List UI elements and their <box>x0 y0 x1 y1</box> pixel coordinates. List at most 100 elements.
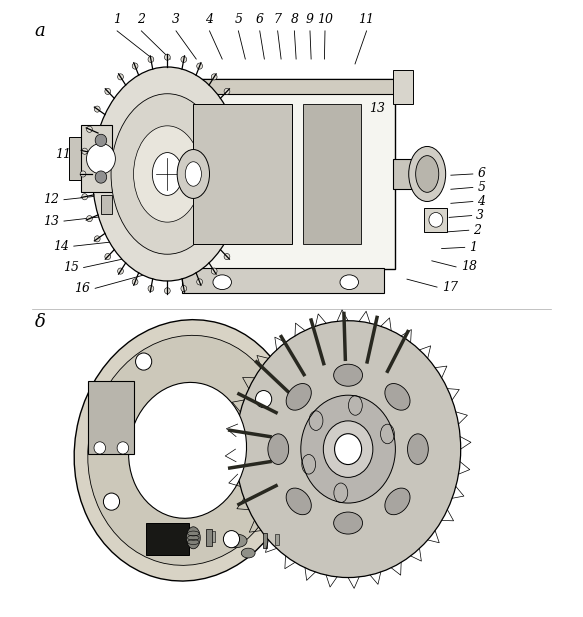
Ellipse shape <box>148 286 154 292</box>
Ellipse shape <box>213 275 231 289</box>
FancyBboxPatch shape <box>262 533 267 548</box>
Text: 2: 2 <box>473 224 482 237</box>
Ellipse shape <box>409 146 445 202</box>
Ellipse shape <box>181 286 187 292</box>
Ellipse shape <box>340 275 359 289</box>
Text: 18: 18 <box>461 260 477 273</box>
FancyBboxPatch shape <box>424 207 447 232</box>
Ellipse shape <box>416 155 439 193</box>
Text: 8: 8 <box>152 134 160 147</box>
Ellipse shape <box>92 67 243 281</box>
FancyBboxPatch shape <box>303 104 361 244</box>
Text: a: a <box>34 22 45 40</box>
Ellipse shape <box>241 548 255 558</box>
Text: 13: 13 <box>369 102 385 115</box>
Ellipse shape <box>255 391 272 408</box>
Text: 6: 6 <box>477 167 486 181</box>
Text: 9: 9 <box>138 134 146 147</box>
Ellipse shape <box>224 254 230 260</box>
Text: 15: 15 <box>63 261 79 274</box>
Ellipse shape <box>247 148 253 154</box>
Ellipse shape <box>301 395 395 503</box>
FancyBboxPatch shape <box>88 381 135 454</box>
Ellipse shape <box>187 527 201 549</box>
Ellipse shape <box>134 126 201 222</box>
Text: 11: 11 <box>55 148 71 161</box>
Ellipse shape <box>333 512 363 534</box>
Ellipse shape <box>243 126 248 133</box>
Text: 6: 6 <box>256 13 264 26</box>
Text: 5: 5 <box>234 13 243 26</box>
Ellipse shape <box>243 215 248 222</box>
Ellipse shape <box>132 279 138 285</box>
Text: δ: δ <box>34 313 45 331</box>
Ellipse shape <box>152 152 182 196</box>
Ellipse shape <box>211 268 217 274</box>
Ellipse shape <box>74 320 301 581</box>
Text: 14: 14 <box>53 239 69 252</box>
Text: 17: 17 <box>442 281 458 294</box>
Ellipse shape <box>111 94 224 254</box>
Text: 3: 3 <box>476 209 484 222</box>
Text: 12: 12 <box>379 83 395 96</box>
Text: 13: 13 <box>43 215 59 228</box>
Text: 16: 16 <box>75 282 90 295</box>
FancyBboxPatch shape <box>392 159 427 189</box>
Ellipse shape <box>105 88 111 94</box>
FancyBboxPatch shape <box>194 104 292 244</box>
Text: 1: 1 <box>113 13 121 26</box>
Ellipse shape <box>286 488 311 515</box>
FancyBboxPatch shape <box>275 534 279 545</box>
Ellipse shape <box>181 56 187 62</box>
Ellipse shape <box>82 194 87 200</box>
Text: 2: 2 <box>138 13 145 26</box>
Text: 15: 15 <box>165 124 181 138</box>
FancyBboxPatch shape <box>212 531 215 542</box>
Ellipse shape <box>268 434 289 465</box>
Ellipse shape <box>234 106 240 112</box>
Ellipse shape <box>148 56 154 62</box>
Ellipse shape <box>177 149 209 199</box>
Ellipse shape <box>129 383 247 518</box>
Ellipse shape <box>196 63 202 69</box>
Text: 12: 12 <box>43 193 59 206</box>
Ellipse shape <box>164 288 170 294</box>
Ellipse shape <box>82 148 87 154</box>
Ellipse shape <box>286 384 311 410</box>
Ellipse shape <box>196 279 202 285</box>
Ellipse shape <box>385 384 410 410</box>
Ellipse shape <box>333 364 363 386</box>
Ellipse shape <box>80 171 86 177</box>
Ellipse shape <box>408 434 429 465</box>
Ellipse shape <box>94 106 100 112</box>
FancyBboxPatch shape <box>69 138 83 180</box>
FancyBboxPatch shape <box>101 196 113 213</box>
Text: 8: 8 <box>290 13 298 26</box>
FancyBboxPatch shape <box>206 529 212 546</box>
Ellipse shape <box>236 321 461 578</box>
Text: 3: 3 <box>172 13 180 26</box>
FancyBboxPatch shape <box>170 79 395 269</box>
Ellipse shape <box>224 88 230 94</box>
Ellipse shape <box>249 171 255 177</box>
Ellipse shape <box>86 143 115 174</box>
Ellipse shape <box>226 534 247 547</box>
Text: 5: 5 <box>477 181 486 194</box>
Ellipse shape <box>211 74 217 80</box>
Ellipse shape <box>94 442 106 454</box>
Ellipse shape <box>164 54 170 60</box>
Ellipse shape <box>132 63 138 69</box>
Ellipse shape <box>185 162 201 186</box>
FancyBboxPatch shape <box>170 79 395 94</box>
Ellipse shape <box>136 353 152 370</box>
Ellipse shape <box>429 212 443 227</box>
FancyBboxPatch shape <box>392 70 413 104</box>
Ellipse shape <box>234 236 240 242</box>
Ellipse shape <box>103 493 120 510</box>
Ellipse shape <box>86 215 92 222</box>
Ellipse shape <box>335 434 361 465</box>
FancyBboxPatch shape <box>427 165 439 183</box>
Ellipse shape <box>95 135 107 146</box>
Text: 7: 7 <box>273 13 282 26</box>
Ellipse shape <box>385 488 410 515</box>
